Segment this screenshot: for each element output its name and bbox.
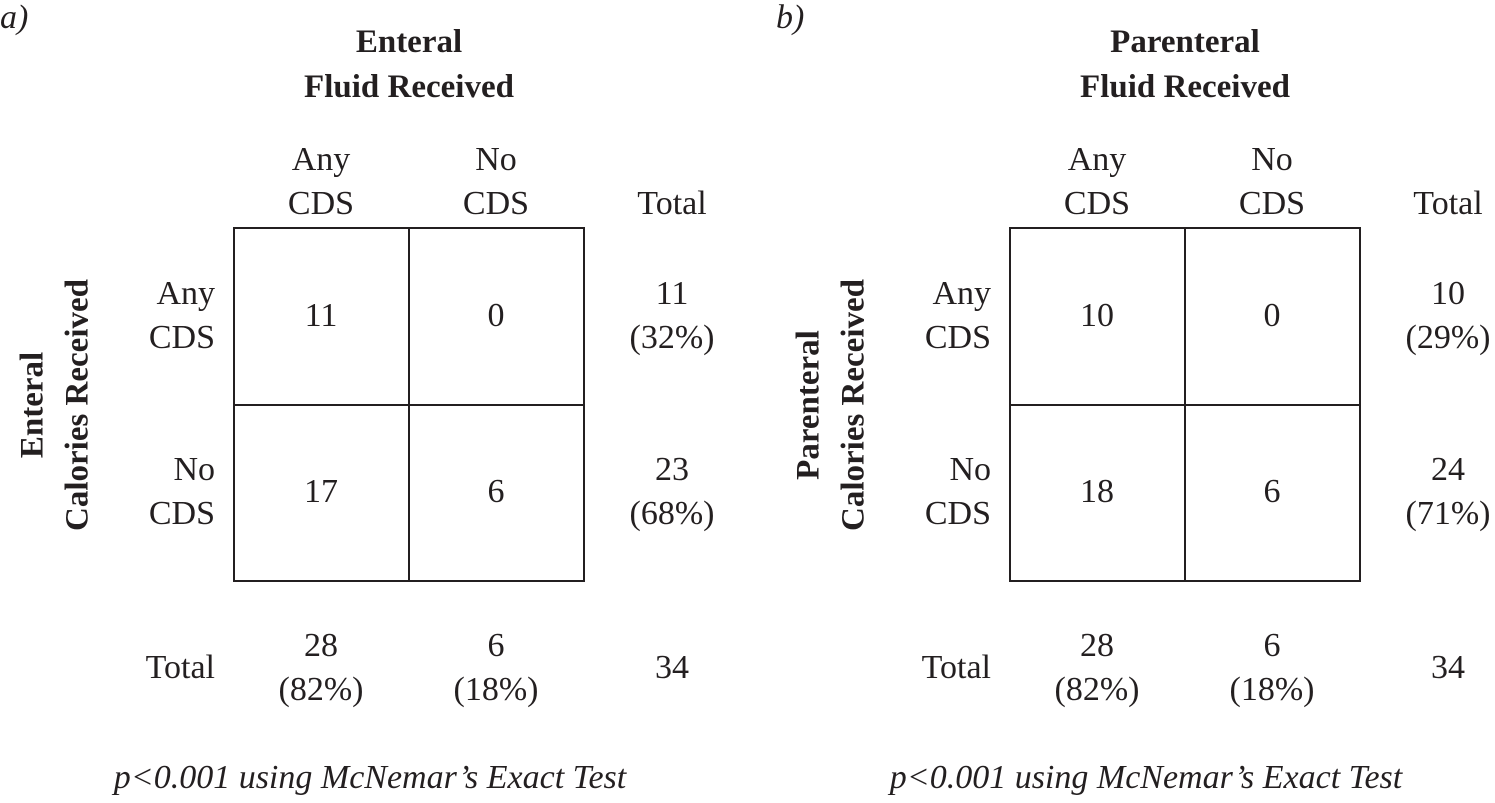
- cell-value: 28: [1080, 627, 1114, 664]
- cell-value: (18%): [454, 671, 539, 708]
- cell-value: 24: [1431, 451, 1465, 488]
- row-title: Parenteral: [791, 330, 827, 480]
- column-title: Fluid Received: [304, 69, 514, 105]
- cell-value: 6: [1264, 627, 1281, 664]
- cell-value: (68%): [630, 495, 715, 532]
- cell-value: 23: [655, 451, 689, 488]
- column-header: Any: [1068, 141, 1127, 178]
- cell-value: 34: [655, 649, 689, 686]
- cell-value: 6: [488, 627, 505, 664]
- cell-value: (18%): [1230, 671, 1315, 708]
- cell-value: 6: [488, 473, 505, 510]
- column-header: CDS: [463, 185, 529, 222]
- column-header: Total: [1413, 185, 1482, 222]
- row-header: CDS: [149, 319, 215, 356]
- cell-value: 28: [304, 627, 338, 664]
- row-header: Any: [156, 275, 215, 312]
- column-title: Fluid Received: [1080, 69, 1290, 105]
- cell-value: (29%): [1406, 319, 1491, 356]
- cell-value: 6: [1264, 473, 1281, 510]
- cell-value: (71%): [1406, 495, 1491, 532]
- row-header: CDS: [149, 495, 215, 532]
- panel-label: b): [776, 0, 804, 36]
- cell-value: 0: [1264, 297, 1281, 334]
- row-title: Calories Received: [60, 279, 96, 531]
- column-header: Total: [637, 185, 706, 222]
- footnote: p<0.001 using McNemar’s Exact Test: [888, 759, 1404, 796]
- cell-value: 11: [305, 297, 338, 334]
- cell-value: 17: [304, 473, 338, 510]
- cell-value: (82%): [1055, 671, 1140, 708]
- cell-value: 10: [1431, 275, 1465, 312]
- column-header: No: [475, 141, 517, 178]
- row-header: Total: [146, 649, 215, 686]
- cell-value: 11: [656, 275, 689, 312]
- cell-value: (82%): [279, 671, 364, 708]
- row-header: CDS: [925, 319, 991, 356]
- row-header: No: [949, 451, 991, 488]
- column-title: Parenteral: [1110, 24, 1260, 60]
- column-header: CDS: [1064, 185, 1130, 222]
- row-header: Any: [932, 275, 991, 312]
- cell-value: (32%): [630, 319, 715, 356]
- cell-value: 34: [1431, 649, 1465, 686]
- footnote: p<0.001 using McNemar’s Exact Test: [112, 759, 628, 796]
- column-title: Enteral: [356, 24, 462, 60]
- row-title: Calories Received: [836, 279, 872, 531]
- column-header: CDS: [288, 185, 354, 222]
- panel-label: a): [0, 0, 28, 36]
- row-header: No: [173, 451, 215, 488]
- column-header: CDS: [1239, 185, 1305, 222]
- cell-value: 10: [1080, 297, 1114, 334]
- row-header: CDS: [925, 495, 991, 532]
- row-title: Enteral: [15, 352, 51, 458]
- cell-value: 18: [1080, 473, 1114, 510]
- column-header: Any: [292, 141, 351, 178]
- column-header: No: [1251, 141, 1293, 178]
- row-header: Total: [922, 649, 991, 686]
- cell-value: 0: [488, 297, 505, 334]
